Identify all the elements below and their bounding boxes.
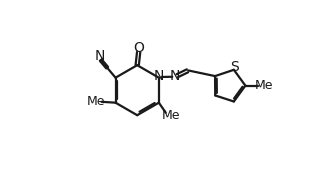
Text: N: N <box>154 69 164 83</box>
Text: S: S <box>230 60 239 74</box>
Text: Me: Me <box>254 79 273 92</box>
Text: O: O <box>133 41 144 55</box>
Text: N: N <box>170 69 180 83</box>
Text: Me: Me <box>87 95 106 108</box>
Text: N: N <box>95 49 105 63</box>
Text: Me: Me <box>162 109 180 122</box>
